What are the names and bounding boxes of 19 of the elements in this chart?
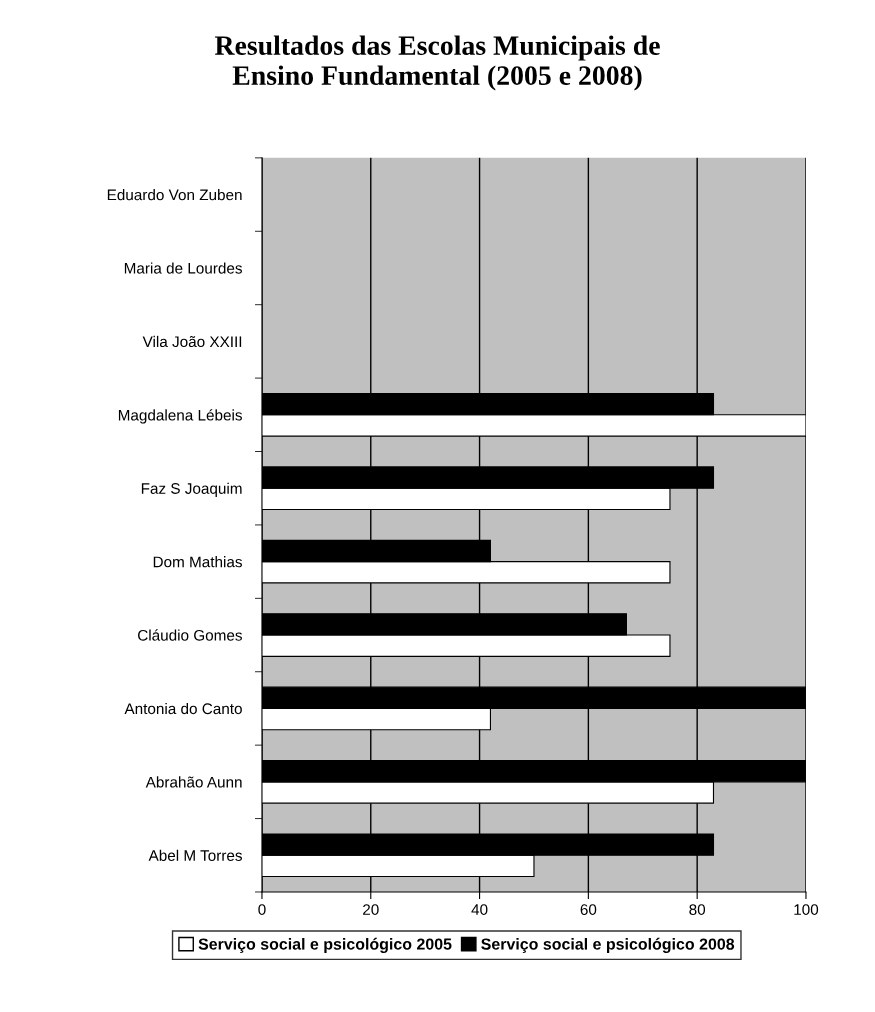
legend-label: Serviço social e psicológico 2008 — [481, 937, 735, 953]
y-tick-label: Vila João XXIII — [142, 335, 242, 348]
x-tick-label: 60 — [580, 904, 597, 915]
y-tick-label: Dom Mathias — [153, 556, 242, 568]
legend-label: Serviço social e psicológico 2005 — [198, 937, 452, 953]
y-tick-label: Abrahão Aunn — [145, 776, 242, 788]
y-tick-label: Maria de Lourdes — [124, 262, 242, 274]
chart-title: Resultados das Escolas Municipais de Ensino Fundamental (2005 e 2008) — [214, 35, 660, 91]
x-tick-label: 80 — [689, 904, 706, 915]
y-tick-label: Abel M Torres — [148, 849, 242, 861]
y-tick-label: Faz S Joaquim — [141, 482, 242, 497]
x-tick-label: 0 — [258, 904, 266, 915]
y-tick-label: Eduardo Von Zuben — [107, 189, 242, 201]
x-tick-label: 100 — [794, 904, 819, 915]
y-tick-label: Antonia do Canto — [124, 702, 242, 715]
y-tick-label: Cláudio Gomes — [138, 629, 242, 641]
x-tick-label: 20 — [363, 904, 379, 915]
x-tick-label: 40 — [471, 904, 488, 915]
y-tick-label: Magdalena Lébeis — [118, 409, 242, 424]
